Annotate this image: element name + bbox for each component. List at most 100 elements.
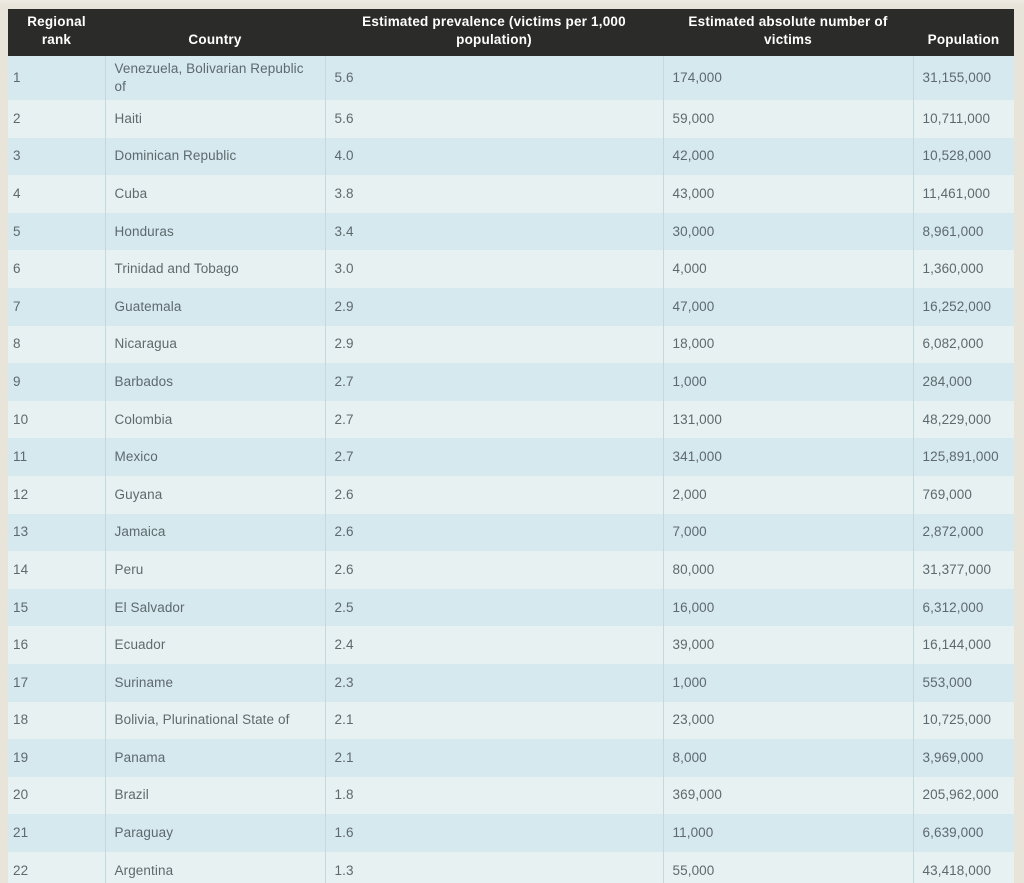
prevalence-cell: 3.0 bbox=[324, 250, 663, 288]
population-cell: 3,969,000 bbox=[912, 739, 1014, 777]
rank-cell: 2 bbox=[13, 110, 21, 126]
country-cell: Honduras bbox=[104, 212, 325, 251]
table-body: 1 Venezuela, Bolivarian Republic of 5.6 174… bbox=[8, 56, 1014, 883]
victims-cell: 7,000 bbox=[662, 513, 913, 552]
prevalence-cell: 2.6 bbox=[324, 475, 663, 514]
country-cell: Trinidad and Tobago bbox=[104, 250, 325, 288]
population-cell: 284,000 bbox=[912, 363, 1014, 401]
victims-cell: 11,000 bbox=[662, 814, 913, 852]
prevalence-cell: 2.9 bbox=[324, 287, 663, 326]
column-header-estimated-prevalence: Estimated prevalence (victims per 1,000 … bbox=[362, 14, 626, 47]
prevalence-cell: 2.6 bbox=[324, 513, 663, 552]
country-cell: Nicaragua bbox=[104, 325, 325, 364]
rank-cell: 22 bbox=[13, 862, 29, 878]
rank-cell: 16 bbox=[13, 637, 29, 653]
rank-cell: 14 bbox=[13, 561, 29, 577]
victims-cell: 59,000 bbox=[662, 100, 913, 138]
population-cell: 553,000 bbox=[912, 663, 1014, 702]
table-row: 10 Colombia 2.7 131,000 48,229,000 bbox=[8, 400, 1014, 439]
population-cell: 2,872,000 bbox=[912, 513, 1014, 552]
prevalence-cell: 2.7 bbox=[324, 400, 663, 439]
rank-cell: 13 bbox=[13, 524, 29, 540]
victims-cell: 39,000 bbox=[662, 626, 913, 664]
country-cell: Peru bbox=[104, 551, 325, 589]
victims-cell: 42,000 bbox=[662, 137, 913, 176]
table-row: 5 Honduras 3.4 30,000 8,961,000 bbox=[8, 212, 1014, 251]
table-row: 21 Paraguay 1.6 11,000 6,639,000 bbox=[8, 814, 1014, 852]
population-cell: 8,961,000 bbox=[912, 212, 1014, 251]
table-row: 12 Guyana 2.6 2,000 769,000 bbox=[8, 475, 1014, 514]
column-header-country: Country bbox=[188, 32, 242, 47]
rank-cell: 12 bbox=[13, 486, 29, 502]
country-cell: Paraguay bbox=[104, 814, 325, 852]
prevalence-cell: 1.8 bbox=[324, 776, 663, 815]
prevalence-cell: 2.6 bbox=[324, 551, 663, 589]
rank-cell: 20 bbox=[13, 787, 29, 803]
table-row: 11 Mexico 2.7 341,000 125,891,000 bbox=[8, 438, 1014, 476]
table-row: 19 Panama 2.1 8,000 3,969,000 bbox=[8, 739, 1014, 777]
population-cell: 1,360,000 bbox=[912, 250, 1014, 288]
prevalence-cell: 1.6 bbox=[324, 814, 663, 852]
rank-cell: 17 bbox=[13, 674, 29, 690]
population-cell: 6,082,000 bbox=[912, 325, 1014, 364]
rank-cell: 1 bbox=[13, 70, 21, 85]
table-row: 22 Argentina 1.3 55,000 43,418,000 bbox=[8, 851, 1014, 883]
table-row: 6 Trinidad and Tobago 3.0 4,000 1,360,000 bbox=[8, 250, 1014, 288]
prevalence-cell: 3.8 bbox=[324, 175, 663, 213]
prevalence-cell: 5.6 bbox=[324, 100, 663, 138]
prevalence-cell: 4.0 bbox=[324, 137, 663, 176]
victims-cell: 1,000 bbox=[662, 363, 913, 401]
table-row: 13 Jamaica 2.6 7,000 2,872,000 bbox=[8, 513, 1014, 552]
victims-cell: 16,000 bbox=[662, 588, 913, 627]
table-row: 2 Haiti 5.6 59,000 10,711,000 bbox=[8, 100, 1014, 138]
population-cell: 16,252,000 bbox=[912, 287, 1014, 326]
column-header-regional-rank: Regional rank bbox=[27, 14, 86, 47]
rank-cell: 21 bbox=[13, 825, 29, 841]
rank-cell: 18 bbox=[13, 712, 29, 728]
prevalence-cell: 2.7 bbox=[324, 363, 663, 401]
table-row: 9 Barbados 2.7 1,000 284,000 bbox=[8, 363, 1014, 401]
country-cell: Venezuela, Bolivarian Republic of bbox=[104, 56, 325, 100]
table-row: 16 Ecuador 2.4 39,000 16,144,000 bbox=[8, 626, 1014, 664]
population-cell: 125,891,000 bbox=[912, 438, 1014, 476]
table-row: 17 Suriname 2.3 1,000 553,000 bbox=[8, 663, 1014, 702]
prevalence-cell: 2.1 bbox=[324, 701, 663, 740]
header-row: Regional rank Country Estimated prevalen… bbox=[8, 9, 1014, 56]
victims-cell: 369,000 bbox=[662, 776, 913, 815]
table-row: 14 Peru 2.6 80,000 31,377,000 bbox=[8, 551, 1014, 589]
prevalence-cell: 2.5 bbox=[324, 588, 663, 627]
victims-cell: 80,000 bbox=[662, 551, 913, 589]
population-cell: 31,377,000 bbox=[912, 551, 1014, 589]
prevalence-cell: 1.3 bbox=[324, 851, 663, 883]
table-row: 7 Guatemala 2.9 47,000 16,252,000 bbox=[8, 287, 1014, 326]
victims-cell: 55,000 bbox=[662, 851, 913, 883]
victims-cell: 1,000 bbox=[662, 663, 913, 702]
rank-cell: 6 bbox=[13, 261, 21, 277]
country-cell: Brazil bbox=[104, 776, 325, 815]
country-cell: Dominican Republic bbox=[104, 137, 325, 176]
prevalence-cell: 2.1 bbox=[324, 739, 663, 777]
table-row: 1 Venezuela, Bolivarian Republic of 5.6 174… bbox=[8, 56, 1014, 100]
population-cell: 6,639,000 bbox=[912, 814, 1014, 852]
country-cell: Argentina bbox=[104, 851, 325, 883]
table-row: 4 Cuba 3.8 43,000 11,461,000 bbox=[8, 175, 1014, 213]
country-cell: Jamaica bbox=[104, 513, 325, 552]
regional-prevalence-table: Regional rank Country Estimated prevalen… bbox=[8, 9, 1014, 883]
rank-cell: 11 bbox=[13, 449, 28, 465]
population-cell: 43,418,000 bbox=[912, 851, 1014, 883]
country-cell: Barbados bbox=[104, 363, 325, 401]
population-cell: 48,229,000 bbox=[912, 400, 1014, 439]
column-header-absolute-victims: Estimated absolute number of victims bbox=[688, 14, 888, 47]
victims-cell: 2,000 bbox=[662, 475, 913, 514]
country-cell: Guatemala bbox=[104, 287, 325, 326]
victims-cell: 23,000 bbox=[662, 701, 913, 740]
table-row: 20 Brazil 1.8 369,000 205,962,000 bbox=[8, 776, 1014, 815]
table-row: 3 Dominican Republic 4.0 42,000 10,528,000 bbox=[8, 137, 1014, 176]
population-cell: 16,144,000 bbox=[912, 626, 1014, 664]
rank-cell: 7 bbox=[13, 298, 21, 314]
victims-cell: 174,000 bbox=[662, 56, 913, 100]
victims-cell: 341,000 bbox=[662, 438, 913, 476]
country-cell: Panama bbox=[104, 739, 325, 777]
country-cell: Colombia bbox=[104, 400, 325, 439]
